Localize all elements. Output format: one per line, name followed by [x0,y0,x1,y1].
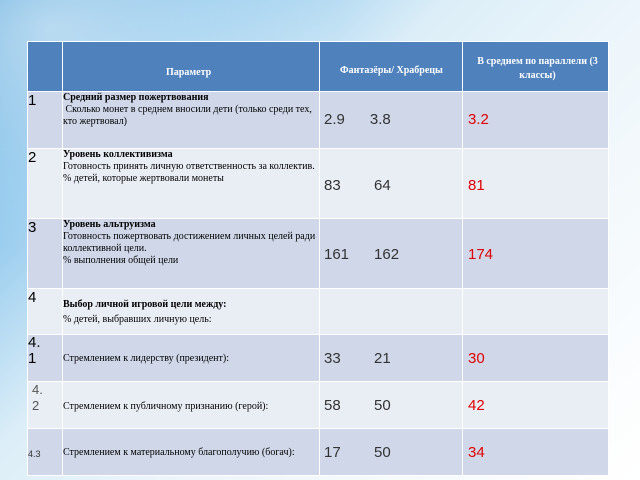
row-number: 4. 1 [27,334,63,382]
fh-cell: 161 162 [319,218,463,289]
avg-value: 81 [468,177,485,194]
fh-values: 33 21 [324,350,391,367]
param-desc: Готовность пожертвовать достижением личн… [63,231,316,254]
param-desc: Готовность принять личную ответственност… [63,161,315,172]
param-desc: Сколько монет в среднем вносили дети (то… [63,104,315,127]
param-cell: Выбор личной игровой цели между: % детей… [62,288,320,335]
row-number: 4.3 [27,428,63,476]
header-fh-cell: Фантазёры/ Храбрецы [319,41,463,92]
avg-value: 30 [468,350,485,367]
fh-values: 2.9 3.8 [324,111,391,128]
row-number: 3 [27,218,63,289]
header-param-cell: Параметр [62,41,320,92]
table-row: 3 Уровень альтруизма Готовность пожертво… [27,218,609,289]
avg-cell: 34 [462,428,609,476]
avg-cell [462,288,609,335]
header-param: Параметр [166,67,212,78]
param-desc: Стремлением к лидерству (президент): [63,353,230,364]
fh-values: 161 162 [324,246,400,263]
avg-value: 34 [468,444,485,461]
data-table: Параметр Фантазёры/ Храбрецы В среднем п… [27,41,609,476]
param-desc: % детей, выбравших личную цель: [63,314,212,325]
header-fh: Фантазёры/ Храбрецы [340,65,443,76]
row-number: 2 [27,148,63,219]
table-row: 4 Выбор личной игровой цели между: % дет… [27,288,609,335]
table-row: 4. 2 Стремлением к публичному признанию … [27,381,609,429]
param-desc: Стремлением к публичному признанию (геро… [63,401,269,412]
param-title: Уровень альтруизма [63,219,156,231]
param-cell: Уровень коллективизма Готовность принять… [62,148,320,219]
param-title: Средний размер пожертвования [63,92,209,104]
avg-cell: 30 [462,334,609,382]
param-desc-2: % выполнения общей цели [63,255,179,266]
fh-cell: 58 50 [319,381,463,429]
row-number: 4. 2 [27,381,63,429]
param-desc-2: % детей, которые жертвовали монеты [63,173,224,184]
header-avg-cell: В среднем по параллели (3 классы) [462,41,609,92]
fh-cell [319,288,463,335]
param-title: Уровень коллективизма [63,149,173,161]
row-number: 1 [27,91,63,149]
avg-value: 174 [468,246,494,263]
fh-cell: 2.9 3.8 [319,91,463,149]
fh-values: 83 64 [324,177,391,194]
avg-value: 3.2 [468,111,489,128]
param-cell: Средний размер пожертвования Сколько мон… [62,91,320,149]
avg-value: 42 [468,397,485,414]
avg-cell: 81 [462,148,609,219]
header-avg: В среднем по параллели (3 классы) [477,56,598,81]
param-title: Выбор личной игровой цели между: [63,299,227,310]
avg-cell: 3.2 [462,91,609,149]
row-number: 4 [27,288,63,335]
param-desc: Стремлением к материальному благополучию… [63,447,295,458]
fh-values: 58 50 [324,397,391,414]
fh-cell: 17 50 [319,428,463,476]
avg-cell: 174 [462,218,609,289]
fh-cell: 83 64 [319,148,463,219]
table-row: 4.3 Стремлением к материальному благопол… [27,428,609,476]
header-num-cell [27,41,63,92]
table-row: 1 Средний размер пожертвования Сколько м… [27,91,609,149]
fh-cell: 33 21 [319,334,463,382]
header-row: Параметр Фантазёры/ Храбрецы В среднем п… [27,41,609,92]
param-cell: Уровень альтруизма Готовность пожертвова… [62,218,320,289]
fh-values: 17 50 [324,444,391,461]
avg-cell: 42 [462,381,609,429]
param-cell: Стремлением к лидерству (президент): [62,334,320,382]
table-row: 2 Уровень коллективизма Готовность приня… [27,148,609,219]
param-cell: Стремлением к публичному признанию (геро… [62,381,320,429]
table-row: 4. 1 Стремлением к лидерству (президент)… [27,334,609,382]
param-cell: Стремлением к материальному благополучию… [62,428,320,476]
